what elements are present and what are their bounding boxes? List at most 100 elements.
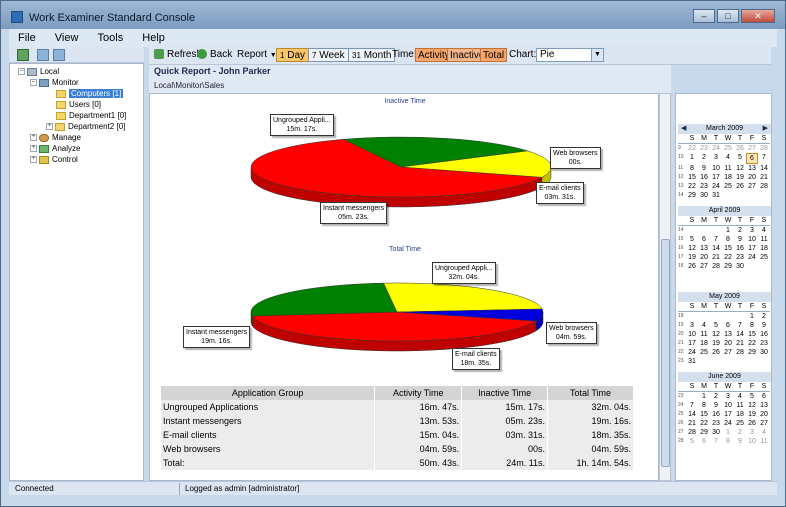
calendar-day[interactable]: 4 (762, 227, 766, 234)
calendar-day[interactable]: 17 (688, 340, 696, 347)
calendar-day[interactable]: 25 (700, 349, 708, 356)
table-row[interactable]: Ungrouped Applications 16m. 47s. 15m. 17s.… (161, 400, 634, 414)
calendar-day[interactable]: 16 (712, 411, 720, 418)
tree-local[interactable]: – Local (18, 67, 60, 76)
calendar-day[interactable]: 8 (750, 322, 754, 329)
calendar-day[interactable]: 16 (700, 174, 708, 181)
calendar-day[interactable]: 18 (760, 245, 768, 252)
calendar-day[interactable]: 30 (760, 349, 768, 356)
calendar-day[interactable]: 23 (760, 340, 768, 347)
calendar-day[interactable]: 30 (700, 192, 708, 199)
chart-type-select[interactable]: Pie ▼ (536, 48, 604, 62)
calendar-day[interactable]: 29 (724, 263, 732, 270)
back-button[interactable]: Back (197, 48, 232, 62)
minimize-button[interactable]: – (693, 9, 715, 23)
calendar-day[interactable]: 17 (724, 411, 732, 418)
next-month-icon[interactable]: ▶ (762, 125, 768, 132)
calendar-day[interactable]: 26 (736, 145, 744, 152)
calendar-day[interactable]: 19 (736, 174, 744, 181)
col-application-group[interactable]: Application Group (161, 386, 376, 400)
calendar-day[interactable]: 19 (712, 340, 720, 347)
calendar-day[interactable]: 17 (748, 245, 756, 252)
calendar-day[interactable]: 26 (736, 183, 744, 190)
calendar-day[interactable]: 28 (736, 349, 744, 356)
calendar-day[interactable]: 16 (736, 245, 744, 252)
calendar-day[interactable]: 9 (762, 322, 766, 329)
calendar-day[interactable]: 29 (700, 429, 708, 436)
calendar-day[interactable]: 1 (750, 313, 754, 320)
calendar-day[interactable]: 8 (702, 402, 706, 409)
close-button[interactable]: ✕ (741, 9, 775, 23)
calendar-day[interactable]: 14 (688, 411, 696, 418)
calendar-day[interactable]: 2 (714, 393, 718, 400)
calendar-day[interactable]: 22 (688, 183, 696, 190)
calendar-day[interactable]: 17 (712, 174, 720, 181)
calendar-day[interactable]: 20 (700, 254, 708, 261)
tree-department2[interactable]: + Department2 [0] (46, 122, 126, 131)
calendar-day[interactable]: 6 (762, 393, 766, 400)
calendar-day[interactable]: 10 (712, 165, 720, 172)
table-row[interactable]: Web browsers 04m. 59s. 00s. 04m. 59s. (161, 442, 634, 456)
calendar-day[interactable]: 5 (690, 236, 694, 243)
menu-tools[interactable]: Tools (97, 32, 124, 44)
calendar-day[interactable]: 24 (712, 145, 720, 152)
calendar-day[interactable]: 30 (736, 263, 744, 270)
calendar-day[interactable]: 5 (690, 438, 694, 445)
remove-computer-icon[interactable] (53, 49, 65, 61)
table-row[interactable]: Total: 50m. 43s. 24m. 11s. 1h. 14m. 54s. (161, 456, 634, 470)
calendar-day[interactable]: 13 (724, 331, 732, 338)
calendar-day[interactable]: 23 (712, 420, 720, 427)
calendar-day[interactable]: 27 (724, 349, 732, 356)
calendar-splitter[interactable] (671, 65, 675, 481)
calendar-day[interactable]: 22 (700, 420, 708, 427)
maximize-button[interactable]: □ (717, 9, 739, 23)
col-total-time[interactable]: Total Time (547, 386, 634, 400)
calendar-day[interactable]: 19 (688, 254, 696, 261)
scrollbar-thumb[interactable] (661, 239, 670, 467)
calendar-day[interactable]: 10 (748, 438, 756, 445)
calendar-day[interactable]: 26 (688, 263, 696, 270)
calendar-day[interactable]: 21 (736, 340, 744, 347)
calendar-day[interactable]: 9 (738, 236, 742, 243)
refresh-button[interactable]: Refresh (154, 48, 202, 62)
calendar-day[interactable]: 11 (760, 438, 768, 445)
calendar-day[interactable]: 12 (712, 331, 720, 338)
report-scrollbar[interactable] (659, 93, 671, 481)
calendar-day[interactable]: 25 (760, 254, 768, 261)
calendar-day[interactable]: 14 (712, 245, 720, 252)
calendar-day[interactable]: 18 (700, 340, 708, 347)
calendar-day[interactable]: 3 (750, 227, 754, 234)
calendar-day[interactable]: 12 (748, 402, 756, 409)
calendar-day[interactable]: 1 (726, 429, 730, 436)
table-row[interactable]: Instant messengers 13m. 53s. 05m. 23s. 19m.… (161, 414, 634, 428)
menu-file[interactable]: File (18, 32, 36, 44)
calendar-day[interactable]: 6 (702, 236, 706, 243)
calendar-day[interactable]: 29 (748, 349, 756, 356)
calendar-day[interactable]: 28 (760, 145, 768, 152)
calendar-day[interactable]: 3 (726, 393, 730, 400)
calendar-day[interactable]: 21 (760, 174, 768, 181)
calendar-day[interactable]: 2 (738, 429, 742, 436)
calendar-day[interactable]: 10 (748, 236, 756, 243)
calendar-day[interactable]: 18 (724, 174, 732, 181)
calendar-day[interactable]: 11 (724, 165, 732, 172)
refresh-tree-icon[interactable] (17, 49, 29, 61)
month-button[interactable]: 31 Month (348, 48, 396, 62)
calendar-day[interactable]: 13 (700, 245, 708, 252)
calendar-day[interactable]: 20 (748, 174, 756, 181)
calendar-day[interactable]: 29 (688, 192, 696, 199)
calendar-day[interactable]: 15 (700, 411, 708, 418)
calendar-day[interactable]: 27 (760, 420, 768, 427)
calendar-day[interactable]: 21 (688, 420, 696, 427)
calendar-day[interactable]: 2 (738, 227, 742, 234)
calendar-day[interactable]: 31 (688, 358, 696, 365)
calendar-day[interactable]: 6 (726, 322, 730, 329)
calendar-day[interactable]: 22 (748, 340, 756, 347)
calendar-day[interactable]: 22 (688, 145, 696, 152)
calendar-day[interactable]: 24 (688, 349, 696, 356)
calendar-day[interactable]: 5 (738, 154, 742, 161)
tree-computers[interactable]: Computers [1] (56, 88, 124, 99)
calendar-day[interactable]: 11 (700, 331, 708, 338)
calendar-day[interactable]: 18 (736, 411, 744, 418)
calendar-day[interactable]: 9 (714, 402, 718, 409)
